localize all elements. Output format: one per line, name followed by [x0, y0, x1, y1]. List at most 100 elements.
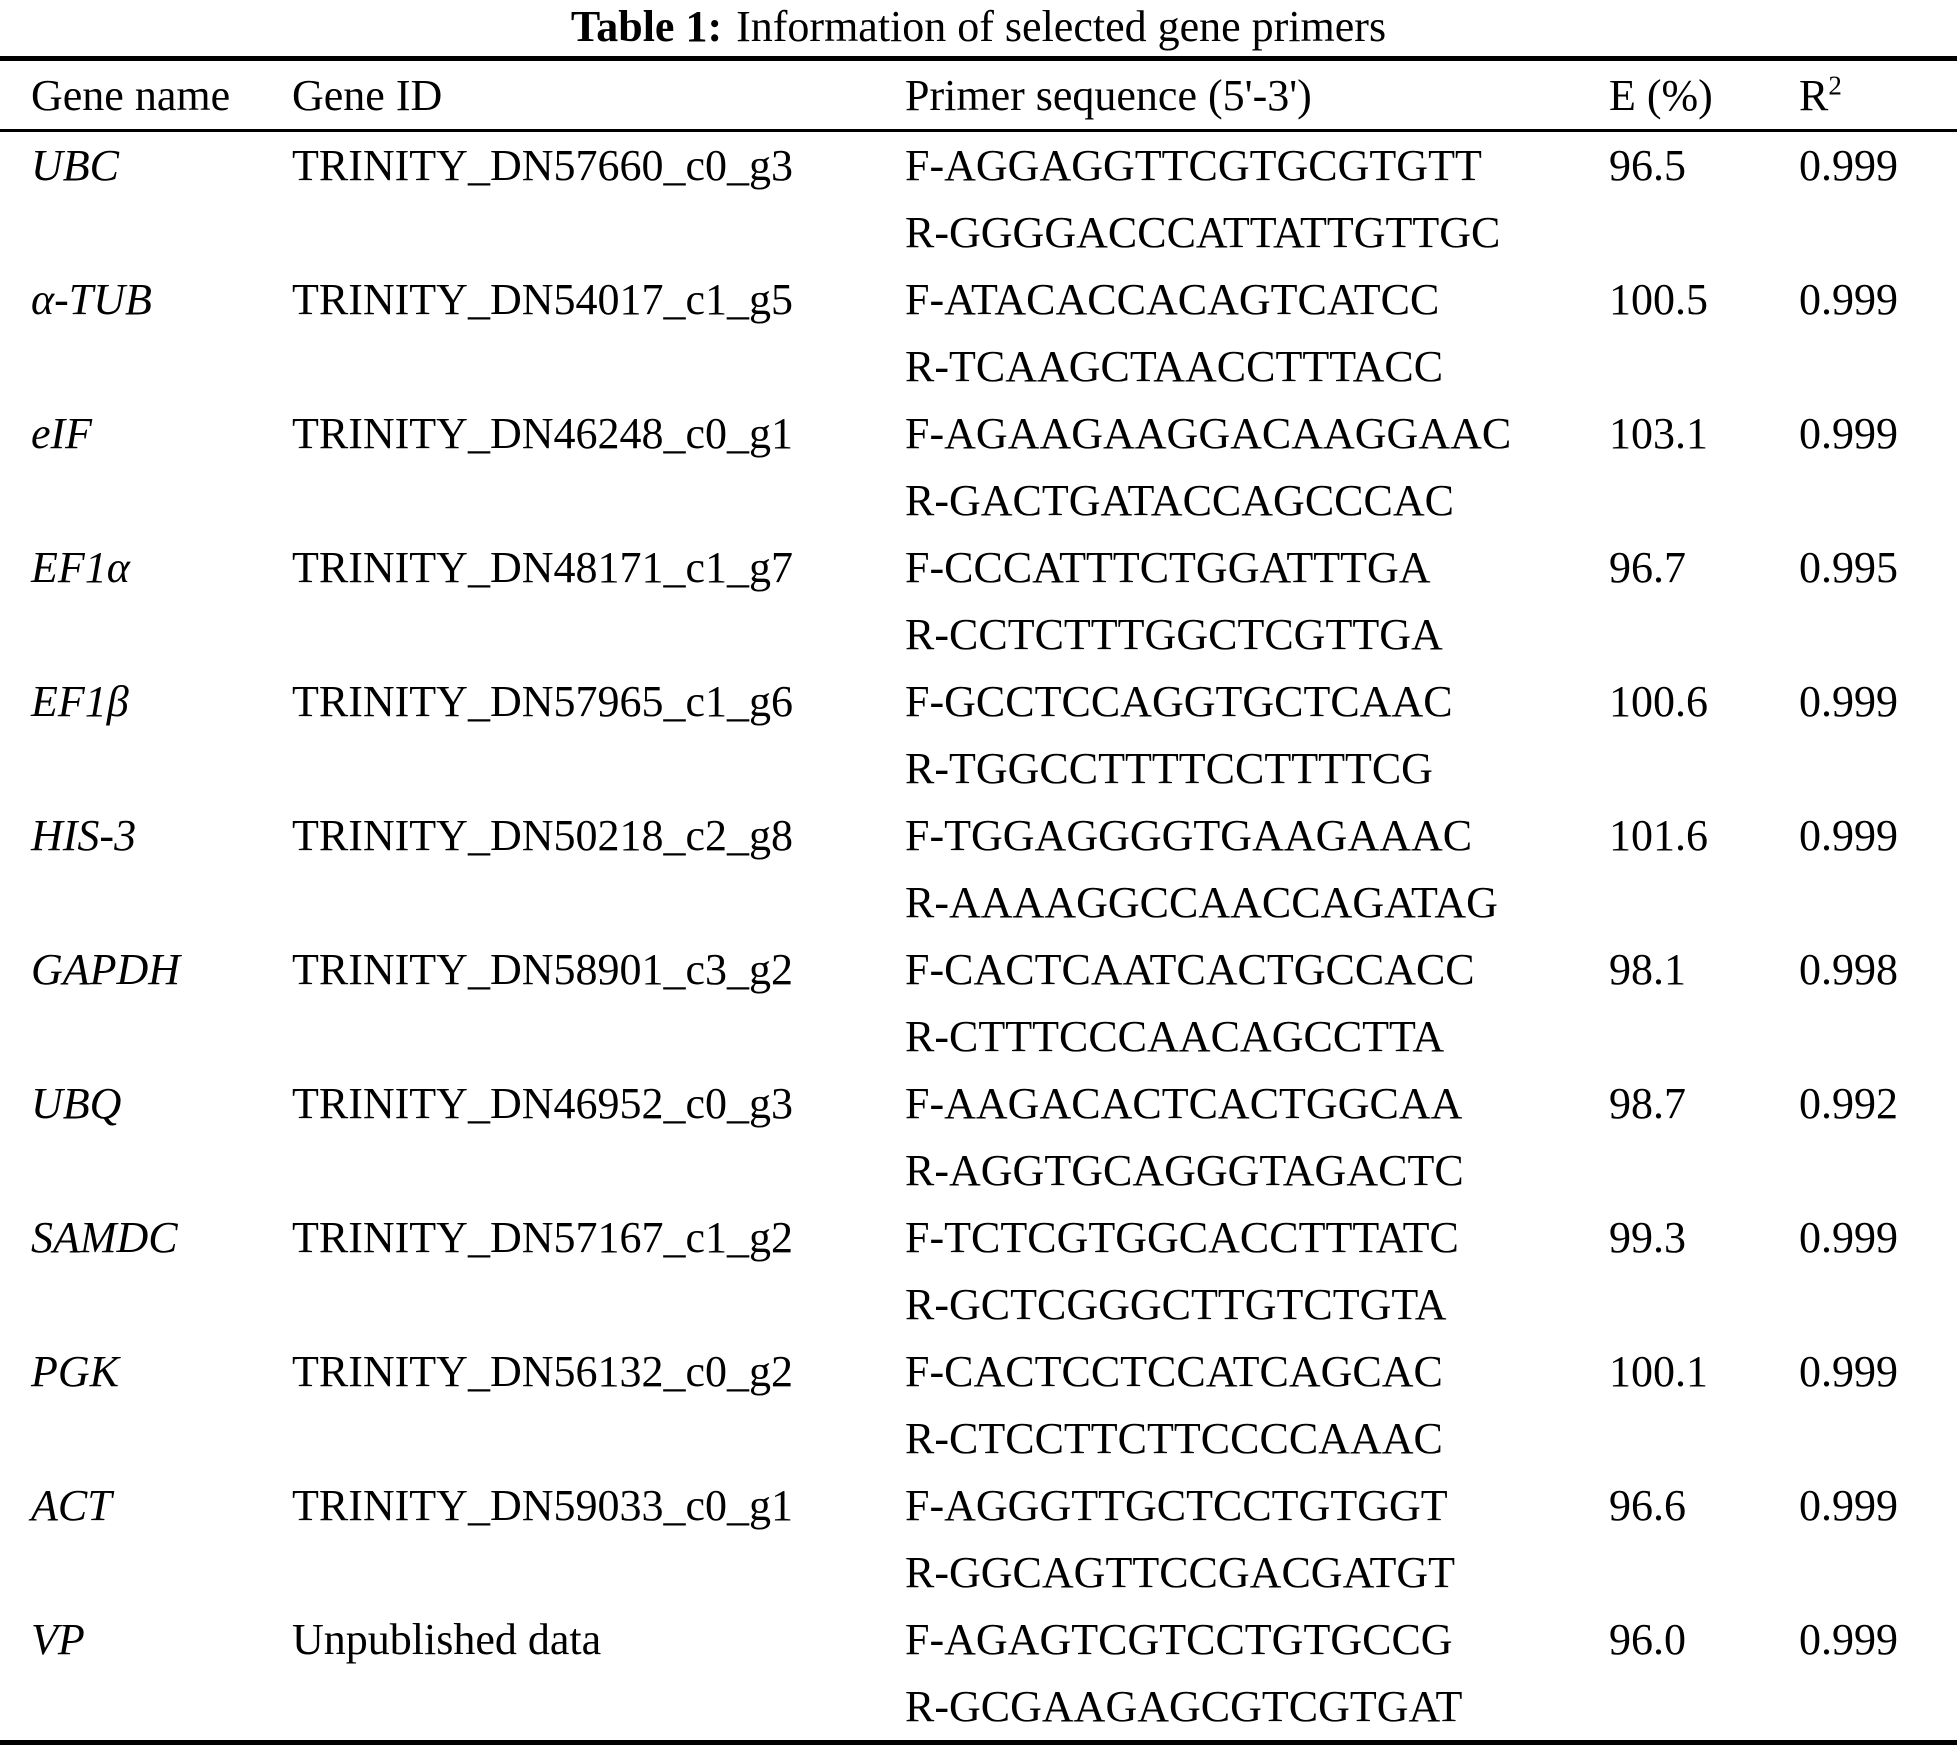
primer-reverse: R-GACTGATACCAGCCCAC	[905, 476, 1454, 525]
table-row: EF1β TRINITY_DN57965_c1_g6 F-GCCTCCAGGTG…	[0, 668, 1957, 802]
r-squared-cell: 0.999	[1799, 275, 1898, 324]
primer-reverse: R-AAAAGGCCAACCAGATAG	[905, 878, 1498, 927]
primer-sequence-cell: F-AGGAGGTTCGTGCGTGTT R-GGGGACCCATTATTGTT…	[905, 131, 1609, 267]
efficiency-cell: 96.5	[1609, 141, 1686, 190]
r-squared-cell: 0.995	[1799, 543, 1898, 592]
r-squared-cell: 0.999	[1799, 1213, 1898, 1262]
gene-name-cell: α-TUB	[31, 275, 152, 324]
primer-forward: F-TGGAGGGGTGAAGAAAC	[905, 811, 1473, 860]
efficiency-cell: 96.7	[1609, 543, 1686, 592]
primer-sequence-cell: F-CCCATTTCTGGATTTGA R-CCTCTTTGGCTCGTTGA	[905, 534, 1609, 668]
r-squared-cell: 0.992	[1799, 1079, 1898, 1128]
r-squared-cell: 0.999	[1799, 1347, 1898, 1396]
primer-sequence-cell: F-AAGACACTCACTGGCAA R-AGGTGCAGGGTAGACTC	[905, 1070, 1609, 1204]
table-row: VP Unpublished data F-AGAGTCGTCCTGTGCCG …	[0, 1606, 1957, 1743]
gene-name-cell: UBC	[31, 141, 119, 190]
table-title-text: Information of selected gene primers	[736, 2, 1387, 51]
primer-reverse: R-CTTTCCCAACAGCCTTA	[905, 1012, 1445, 1061]
primer-sequence-cell: F-TCTCGTGGCACCTTTATC R-GCTCGGGCTTGTCTGTA	[905, 1204, 1609, 1338]
primer-reverse: R-TGGCCTTTTCCTTTTCG	[905, 744, 1433, 793]
table-title-label: Table 1:	[570, 2, 723, 51]
gene-id-cell: TRINITY_DN50218_c2_g8	[292, 811, 794, 860]
primer-forward: F-CACTCAATCACTGCCACC	[905, 945, 1475, 994]
r-squared-cell: 0.999	[1799, 1481, 1898, 1530]
gene-name-cell: UBQ	[31, 1079, 122, 1128]
table-row: ACT TRINITY_DN59033_c0_g1 F-AGGGTTGCTCCT…	[0, 1472, 1957, 1606]
primer-forward: F-ATACACCACAGTCATCC	[905, 275, 1440, 324]
table-row: PGK TRINITY_DN56132_c0_g2 F-CACTCCTCCATC…	[0, 1338, 1957, 1472]
efficiency-cell: 100.5	[1609, 275, 1708, 324]
primer-reverse: R-TCAAGCTAACCTTTACC	[905, 342, 1444, 391]
efficiency-cell: 100.6	[1609, 677, 1708, 726]
gene-name-cell: GAPDH	[31, 945, 181, 994]
gene-id-cell: TRINITY_DN56132_c0_g2	[292, 1347, 794, 1396]
gene-id-cell: TRINITY_DN54017_c1_g5	[292, 275, 794, 324]
efficiency-cell: 99.3	[1609, 1213, 1686, 1262]
table-body: UBC TRINITY_DN57660_c0_g3 F-AGGAGGTTCGTG…	[0, 131, 1957, 1743]
gene-id-cell: TRINITY_DN57965_c1_g6	[292, 677, 794, 726]
table-row: eIF TRINITY_DN46248_c0_g1 F-AGAAGAAGGACA…	[0, 400, 1957, 534]
primer-forward: F-CACTCCTCCATCAGCAC	[905, 1347, 1443, 1396]
gene-id-cell: Unpublished data	[292, 1615, 602, 1664]
primer-reverse: R-GGGGACCCATTATTGTTGC	[905, 208, 1501, 257]
primer-sequence-cell: F-AGGGTTGCTCCTGTGGT R-GGCAGTTCCGACGATGT	[905, 1472, 1609, 1606]
primer-sequence-cell: F-CACTCAATCACTGCCACC R-CTTTCCCAACAGCCTTA	[905, 936, 1609, 1070]
efficiency-cell: 103.1	[1609, 409, 1708, 458]
r-squared-cell: 0.999	[1799, 141, 1898, 190]
header-primer-sequence: Primer sequence (5'-3')	[905, 58, 1609, 132]
primer-forward: F-AGAAGAAGGACAAGGAAC	[905, 409, 1512, 458]
gene-id-cell: TRINITY_DN58901_c3_g2	[292, 945, 794, 994]
primer-reverse: R-AGGTGCAGGGTAGACTC	[905, 1146, 1464, 1195]
primer-reverse: R-GCTCGGGCTTGTCTGTA	[905, 1280, 1447, 1329]
gene-name-cell: VP	[31, 1615, 85, 1664]
primer-forward: F-CCCATTTCTGGATTTGA	[905, 543, 1431, 592]
efficiency-cell: 100.1	[1609, 1347, 1708, 1396]
table-row: UBQ TRINITY_DN46952_c0_g3 F-AAGACACTCACT…	[0, 1070, 1957, 1204]
gene-name-cell: EF1α	[31, 543, 130, 592]
gene-name-cell: SAMDC	[31, 1213, 178, 1262]
header-gene-id: Gene ID	[292, 58, 905, 132]
table-header-row: Gene name Gene ID Primer sequence (5'-3'…	[0, 58, 1957, 132]
primer-reverse: R-CTCCTTCTTCCCCAAAC	[905, 1414, 1443, 1463]
primer-sequence-cell: F-GCCTCCAGGTGCTCAAC R-TGGCCTTTTCCTTTTCG	[905, 668, 1609, 802]
r-squared-cell: 0.999	[1799, 677, 1898, 726]
primer-sequence-cell: F-TGGAGGGGTGAAGAAAC R-AAAAGGCCAACCAGATAG	[905, 802, 1609, 936]
primer-forward: F-AAGACACTCACTGGCAA	[905, 1079, 1463, 1128]
gene-id-cell: TRINITY_DN48171_c1_g7	[292, 543, 794, 592]
header-gene-name: Gene name	[0, 58, 292, 132]
table-row: HIS-3 TRINITY_DN50218_c2_g8 F-TGGAGGGGTG…	[0, 802, 1957, 936]
efficiency-cell: 101.6	[1609, 811, 1708, 860]
gene-name-cell: EF1β	[31, 677, 129, 726]
header-r-base: R	[1799, 70, 1829, 120]
table-row: SAMDC TRINITY_DN57167_c1_g2 F-TCTCGTGGCA…	[0, 1204, 1957, 1338]
efficiency-cell: 98.1	[1609, 945, 1686, 994]
table-row: α-TUB TRINITY_DN54017_c1_g5 F-ATACACCACA…	[0, 266, 1957, 400]
primer-sequence-cell: F-ATACACCACAGTCATCC R-TCAAGCTAACCTTTACC	[905, 266, 1609, 400]
primer-forward: F-TCTCGTGGCACCTTTATC	[905, 1213, 1459, 1262]
r-squared-cell: 0.998	[1799, 945, 1898, 994]
gene-name-cell: ACT	[31, 1481, 112, 1530]
header-r-superscript: 2	[1828, 69, 1842, 100]
primer-reverse: R-GGCAGTTCCGACGATGT	[905, 1548, 1455, 1597]
gene-id-cell: TRINITY_DN57660_c0_g3	[292, 141, 794, 190]
gene-primer-table: Gene name Gene ID Primer sequence (5'-3'…	[0, 56, 1957, 1745]
r-squared-cell: 0.999	[1799, 1615, 1898, 1664]
primer-forward: F-AGGAGGTTCGTGCGTGTT	[905, 141, 1482, 190]
gene-name-cell: HIS-3	[31, 811, 137, 860]
primer-sequence-cell: F-AGAAGAAGGACAAGGAAC R-GACTGATACCAGCCCAC	[905, 400, 1609, 534]
primer-sequence-cell: F-CACTCCTCCATCAGCAC R-CTCCTTCTTCCCCAAAC	[905, 1338, 1609, 1472]
table-row: UBC TRINITY_DN57660_c0_g3 F-AGGAGGTTCGTG…	[0, 131, 1957, 267]
gene-id-cell: TRINITY_DN46248_c0_g1	[292, 409, 794, 458]
efficiency-cell: 96.6	[1609, 1481, 1686, 1530]
primer-forward: F-AGGGTTGCTCCTGTGGT	[905, 1481, 1448, 1530]
efficiency-cell: 98.7	[1609, 1079, 1686, 1128]
primer-forward: F-GCCTCCAGGTGCTCAAC	[905, 677, 1453, 726]
gene-name-cell: PGK	[31, 1347, 119, 1396]
r-squared-cell: 0.999	[1799, 409, 1898, 458]
primer-reverse: R-CCTCTTTGGCTCGTTGA	[905, 610, 1443, 659]
header-r-squared: R2	[1799, 58, 1957, 132]
gene-id-cell: TRINITY_DN57167_c1_g2	[292, 1213, 794, 1262]
header-efficiency: E (%)	[1609, 58, 1799, 132]
gene-name-cell: eIF	[31, 409, 93, 458]
